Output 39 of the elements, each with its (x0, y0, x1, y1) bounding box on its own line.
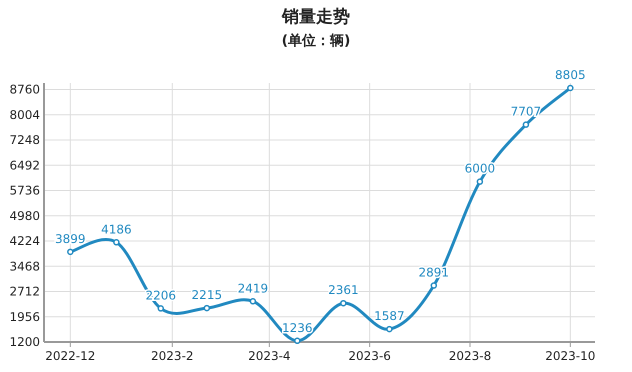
point (386, 326, 393, 332)
y-tick-label: 2712 (9, 284, 40, 298)
y-tick-label: 8760 (9, 82, 40, 97)
point (430, 282, 438, 289)
x-tick-label: 2022-12 (45, 349, 96, 363)
point (476, 178, 484, 185)
chart-subtitle: (单位：辆) (282, 33, 350, 49)
y-tick-label: 7248 (9, 133, 40, 147)
data-label: 1236 (282, 320, 313, 335)
point (340, 300, 347, 306)
point (204, 304, 210, 312)
x-tick-label: 2023-8 (448, 349, 492, 363)
point (250, 298, 256, 305)
data-label: 2361 (328, 283, 359, 298)
y-tick-label: 4224 (9, 234, 40, 248)
y-tick-label: 6492 (9, 158, 40, 172)
y-tick-label: 8004 (9, 108, 40, 122)
data-label: 4186 (101, 222, 132, 236)
data-label: 2419 (238, 281, 268, 296)
y-tick-label: 1956 (9, 310, 40, 324)
point (567, 84, 574, 92)
y-tick-label: 3468 (9, 259, 40, 274)
data-label: 1587 (374, 309, 405, 324)
y-tick-label: 5736 (9, 184, 40, 198)
point (522, 121, 530, 128)
data-label: 2215 (192, 288, 222, 302)
point (158, 305, 164, 312)
x-tick-label: 2023-4 (248, 349, 291, 363)
point (294, 338, 301, 344)
point (113, 239, 120, 246)
y-tick-label: 4980 (9, 208, 40, 223)
x-tick-label: 2023-2 (151, 349, 194, 363)
point (67, 248, 74, 256)
x-tick-label: 2023-6 (348, 349, 391, 363)
x-tick-label: 2023-10 (545, 349, 596, 363)
chart-title: 销量走势 (281, 7, 350, 27)
data-label: 3899 (55, 232, 86, 246)
y-tick-label: 1200 (9, 335, 40, 349)
data-label: 8805 (555, 68, 586, 82)
